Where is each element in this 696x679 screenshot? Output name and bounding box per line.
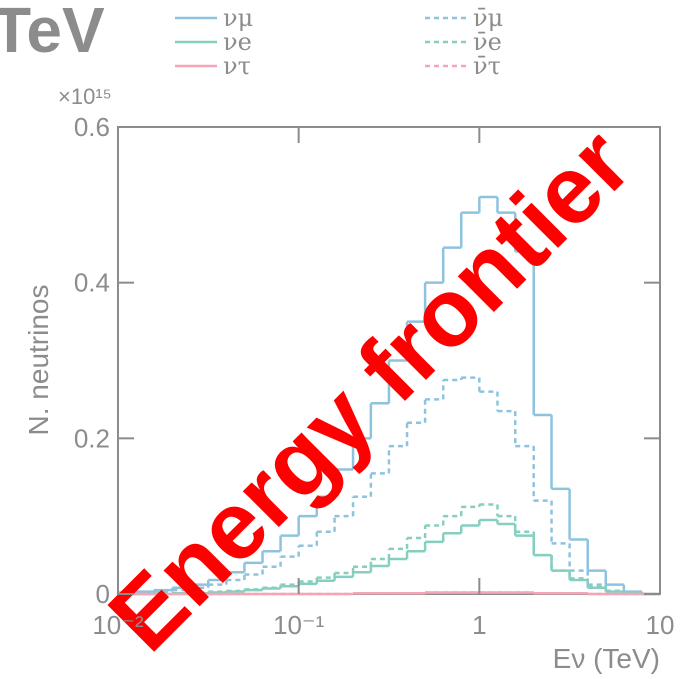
series xyxy=(116,195,660,596)
legend-label: νe xyxy=(223,28,252,56)
legend-label: ν̄μ xyxy=(473,4,503,32)
watermark: Energy frontier xyxy=(89,109,651,671)
y-tick-label: 0 xyxy=(96,579,110,609)
x-tick-label: 10⁻¹ xyxy=(273,610,325,640)
y-tick-label: 0.2 xyxy=(74,423,110,453)
y-tick-label: 0.4 xyxy=(74,268,110,298)
legend-label: ν̄e xyxy=(473,28,502,56)
chart-title: TeV xyxy=(0,0,105,66)
legend-label: νμ xyxy=(223,4,253,32)
legend-label: ν̄τ xyxy=(473,52,501,80)
y-multiplier: ×10¹⁵ xyxy=(58,84,112,109)
y-axis-label: N. neutrinos xyxy=(23,285,54,436)
x-tick-label: 10 xyxy=(646,610,675,640)
x-axis-label: Eν (TeV) xyxy=(553,643,660,674)
histogram xyxy=(116,195,660,596)
y-tick-label: 0.6 xyxy=(74,112,110,142)
x-tick-label: 1 xyxy=(472,610,486,640)
x-tick-label: 10⁻² xyxy=(92,610,144,640)
legend-label: ντ xyxy=(223,52,251,80)
series xyxy=(116,376,660,596)
